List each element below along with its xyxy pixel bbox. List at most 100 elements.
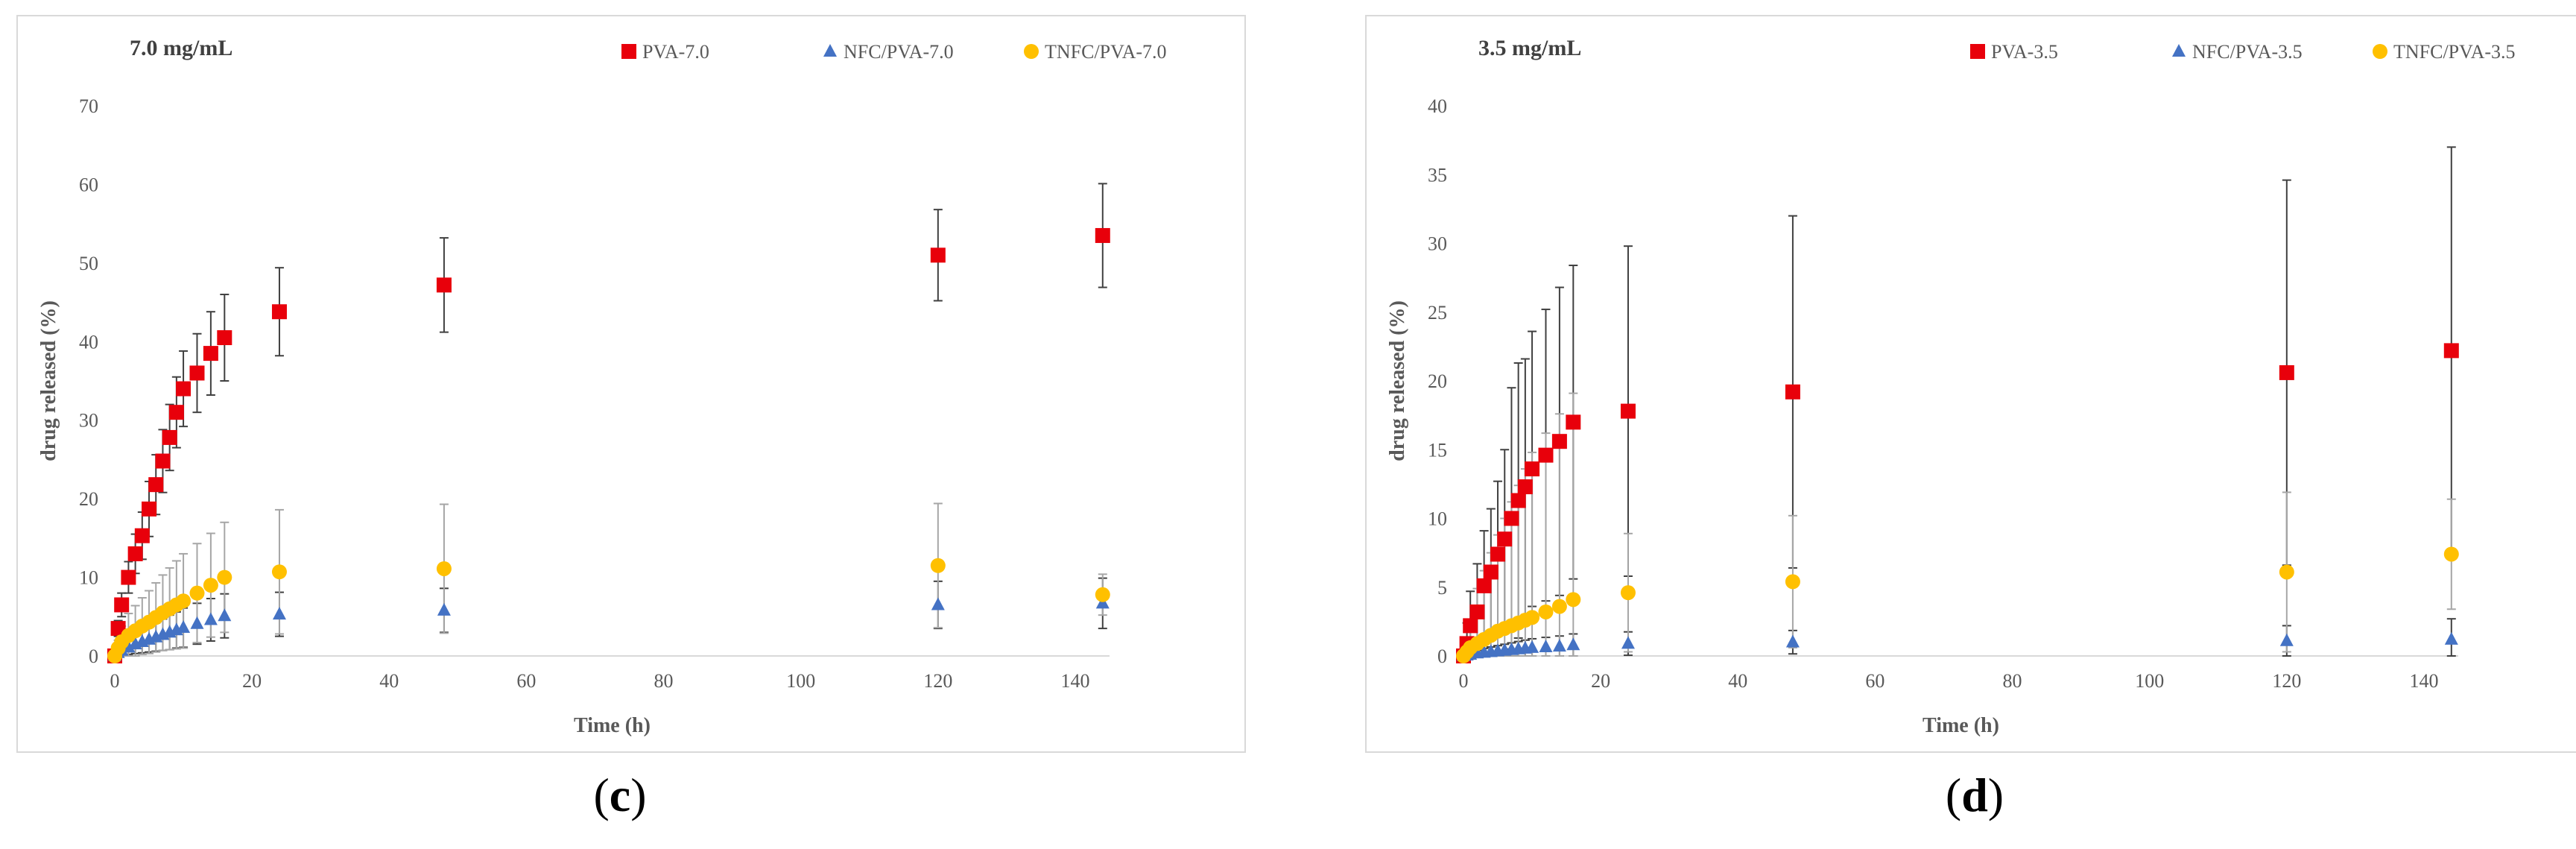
chart-c: 7.0 mg/mL 0 10 20 30 40 50 60 70 0 20 40 60 80 100 120 1… (37, 36, 1167, 737)
x-tick-label: 40 (1728, 670, 1747, 692)
data-point (1510, 493, 1526, 508)
data-point (1525, 640, 1539, 653)
data-point (930, 558, 946, 573)
legend-marker (1024, 44, 1039, 59)
data-point (1620, 585, 1636, 601)
data-point (1621, 636, 1635, 649)
data-point (189, 585, 205, 601)
data-point (436, 277, 452, 293)
data-point (1551, 434, 1567, 449)
data-point (271, 304, 287, 320)
data-point (437, 602, 451, 616)
x-tick-label: 60 (1865, 670, 1884, 692)
chart-title: 3.5 mg/mL (1478, 36, 1581, 60)
x-tick-label: 140 (2409, 670, 2438, 692)
x-tick-label: 120 (2272, 670, 2301, 692)
data-point (121, 569, 136, 585)
y-tick-label: 20 (1428, 370, 1447, 392)
legend-marker (1970, 44, 1985, 59)
legend-label: TNFC/PVA-3.5 (2393, 41, 2516, 63)
legend-label: TNFC/PVA-7.0 (1045, 41, 1167, 63)
data-point (203, 578, 218, 593)
x-tick-label: 0 (110, 670, 120, 692)
y-tick-label: 5 (1437, 577, 1447, 599)
data-point (1463, 618, 1478, 634)
chart-d: 3.5 mg/mL 0 5 10 15 20 25 30 35 40 0 20 40 60 80 100 120… (1386, 36, 2516, 737)
data-point (1566, 414, 1581, 430)
data-point (1566, 637, 1580, 651)
legend-label: PVA-7.0 (642, 41, 709, 63)
x-tick-label: 40 (379, 670, 399, 692)
y-tick-label: 20 (79, 488, 98, 510)
y-tick-label: 35 (1428, 164, 1447, 186)
data-point (2444, 631, 2458, 645)
legend-marker (621, 44, 636, 59)
y-axis-label: drug released (%) (1386, 300, 1409, 461)
y-tick-label: 40 (79, 331, 98, 353)
data-point (142, 501, 157, 517)
data-point (148, 477, 164, 493)
legend-label: NFC/PVA-3.5 (2192, 41, 2303, 63)
x-tick-label: 100 (786, 670, 815, 692)
data-point (1525, 610, 1540, 625)
data-point (127, 546, 143, 561)
data-point (168, 405, 184, 420)
data-point (177, 620, 191, 634)
x-tick-label: 140 (1060, 670, 1089, 692)
x-axis-label: Time (h) (1922, 714, 1999, 737)
data-point (189, 365, 205, 381)
legend-label: PVA-3.5 (1991, 41, 2058, 63)
data-point (931, 597, 945, 610)
x-tick-label: 120 (923, 670, 952, 692)
data-point (203, 612, 218, 625)
chart-panel-d: 3.5 mg/mL 0 5 10 15 20 25 30 35 40 0 20 40 60 80 100 120… (1365, 15, 2576, 753)
legend-label: NFC/PVA-7.0 (844, 41, 954, 63)
y-tick-label: 25 (1428, 302, 1447, 323)
error-bar (1541, 432, 1551, 657)
x-tick-label: 0 (1459, 670, 1469, 692)
data-point (176, 381, 192, 397)
data-point (1483, 564, 1499, 580)
data-point (1566, 592, 1581, 607)
data-point (1552, 639, 1566, 652)
y-tick-label: 30 (1428, 233, 1447, 255)
x-tick-label: 100 (2135, 670, 2164, 692)
y-axis-label: drug released (%) (37, 300, 60, 461)
data-point (1538, 447, 1554, 463)
chart-title: 7.0 mg/mL (130, 36, 232, 60)
data-point (271, 564, 287, 580)
data-point (272, 607, 286, 620)
legend-marker (2373, 44, 2387, 59)
x-tick-label: 80 (654, 670, 674, 692)
data-point (1551, 599, 1567, 614)
y-tick-label: 50 (79, 253, 98, 274)
x-axis-label: Time (h) (574, 714, 651, 737)
data-point (217, 569, 232, 585)
data-point (1490, 546, 1506, 562)
y-tick-label: 10 (79, 567, 98, 589)
data-point (2279, 364, 2294, 380)
data-point (1620, 403, 1636, 419)
y-tick-label: 70 (79, 95, 98, 117)
data-point (162, 429, 177, 445)
error-bar (1569, 392, 1578, 657)
data-point (2443, 343, 2459, 359)
y-tick-label: 30 (79, 410, 98, 432)
data-point (155, 453, 171, 469)
data-point (217, 330, 232, 346)
data-point (203, 346, 218, 362)
data-point (1469, 604, 1485, 619)
data-point (218, 608, 232, 622)
caption-d: (d) (1945, 768, 2004, 821)
data-point (2279, 633, 2294, 646)
x-tick-label: 20 (242, 670, 262, 692)
data-point (134, 528, 150, 543)
y-tick-label: 60 (79, 174, 98, 195)
data-point (1539, 640, 1553, 653)
data-point (176, 593, 192, 609)
data-point (1785, 634, 1800, 648)
data-point (1785, 384, 1800, 400)
legend-marker (823, 44, 837, 57)
data-point (1476, 578, 1492, 593)
data-point (1785, 574, 1800, 590)
